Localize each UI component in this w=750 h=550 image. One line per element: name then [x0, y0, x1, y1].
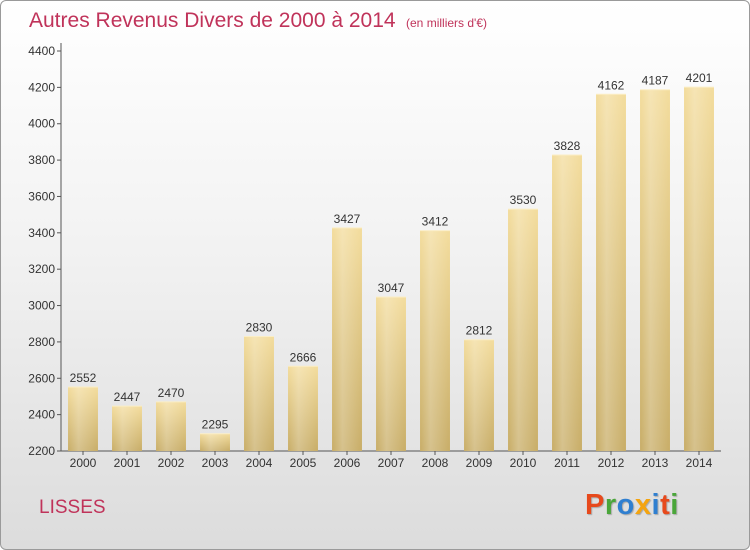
- data-label: 2447: [114, 390, 141, 404]
- bar-highlight: [508, 209, 538, 451]
- bar-highlight: [288, 366, 318, 451]
- x-tick-label: 2010: [510, 456, 537, 470]
- data-label: 3828: [554, 139, 581, 153]
- data-label: 3047: [378, 281, 405, 295]
- data-label: 3427: [334, 212, 361, 226]
- city-label: LISSES: [39, 497, 106, 518]
- bar-highlight: [596, 94, 626, 451]
- chart-title-row: Autres Revenus Divers de 2000 à 2014 (en…: [29, 9, 487, 33]
- x-tick-label: 2012: [598, 456, 625, 470]
- y-tick-label: 4400: [28, 44, 55, 58]
- data-label: 2812: [466, 324, 493, 338]
- x-tick-label: 2011: [554, 456, 580, 470]
- x-tick-label: 2000: [70, 456, 97, 470]
- y-tick-label: 4200: [28, 80, 55, 94]
- y-tick-label: 2400: [28, 408, 55, 422]
- bar-highlight: [420, 230, 450, 451]
- chart-title: Autres Revenus Divers de 2000 à 2014: [29, 9, 396, 32]
- bar-highlight: [464, 339, 494, 451]
- data-label: 4187: [642, 74, 669, 88]
- y-tick-label: 2800: [28, 335, 55, 349]
- chart-subtitle: (en milliers d'€): [406, 16, 487, 30]
- x-tick-label: 2014: [686, 456, 713, 470]
- x-tick-label: 2004: [246, 456, 273, 470]
- x-tick-label: 2009: [466, 456, 493, 470]
- proxiti-logo: Proxiti: [585, 489, 679, 522]
- data-label: 2295: [202, 418, 229, 432]
- y-tick-label: 3200: [28, 262, 55, 276]
- data-label: 4162: [598, 78, 625, 92]
- data-label: 2830: [246, 320, 273, 334]
- logo-letter: i: [670, 489, 679, 521]
- y-tick-label: 2600: [28, 371, 55, 385]
- x-tick-label: 2008: [422, 456, 449, 470]
- bar-highlight: [68, 387, 98, 451]
- bar-highlight: [376, 297, 406, 451]
- x-tick-label: 2003: [202, 456, 229, 470]
- data-label: 2552: [70, 371, 97, 385]
- data-label: 3412: [422, 215, 449, 229]
- y-tick-label: 2200: [28, 444, 55, 458]
- bar-highlight: [112, 406, 142, 451]
- x-tick-label: 2002: [158, 456, 185, 470]
- data-label: 2666: [290, 350, 317, 364]
- bar-highlight: [200, 433, 230, 451]
- x-tick-label: 2013: [642, 456, 669, 470]
- x-tick-label: 2005: [290, 456, 317, 470]
- logo-letter: x: [634, 489, 652, 521]
- bar-highlight: [244, 336, 274, 451]
- y-tick-label: 3000: [28, 299, 55, 313]
- y-tick-label: 4000: [28, 117, 55, 131]
- bar-highlight: [332, 227, 362, 451]
- bar-highlight: [156, 401, 186, 451]
- x-tick-label: 2001: [114, 456, 141, 470]
- y-tick-label: 3400: [28, 226, 55, 240]
- x-tick-label: 2006: [334, 456, 361, 470]
- bar-highlight: [640, 89, 670, 452]
- x-tick-label: 2007: [378, 456, 405, 470]
- data-label: 2470: [158, 386, 185, 400]
- logo-letter: o: [616, 489, 635, 521]
- data-label: 4201: [686, 71, 713, 85]
- logo-letter: i: [651, 489, 661, 521]
- logo-letter: r: [604, 489, 617, 521]
- y-tick-label: 3600: [28, 189, 55, 203]
- data-label: 3530: [510, 193, 537, 207]
- logo-letter: P: [585, 489, 605, 521]
- bar-highlight: [552, 155, 582, 451]
- logo-letter: t: [660, 489, 671, 521]
- y-tick-label: 3800: [28, 153, 55, 167]
- bar-highlight: [684, 87, 714, 451]
